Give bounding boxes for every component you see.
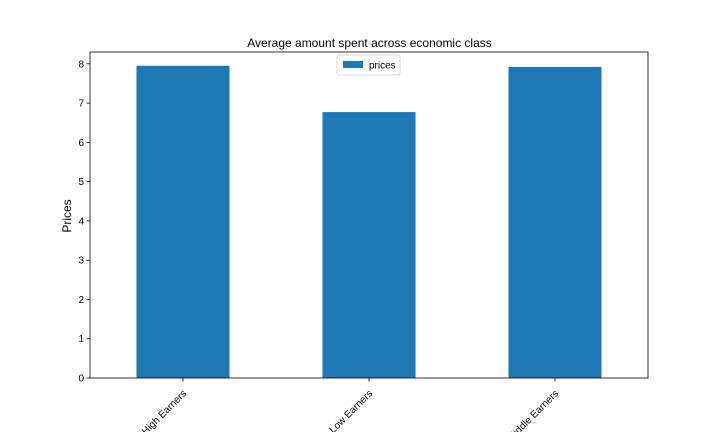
legend-swatch [343, 61, 363, 68]
x-tick-label: Middle Earners [506, 388, 561, 432]
chart-title: Average amount spent across economic cla… [247, 36, 492, 50]
y-tick-label: 1 [78, 334, 84, 345]
legend: prices [336, 54, 401, 76]
y-tick-label: 0 [78, 374, 84, 385]
y-tick-label: 6 [78, 138, 84, 149]
y-axis-label: Prices [60, 199, 74, 232]
x-tick-label: High Earners [140, 388, 189, 432]
y-tick-label: 2 [78, 295, 84, 306]
y-tick-label: 3 [78, 256, 84, 267]
y-tick-label: 7 [78, 99, 84, 110]
y-tick-label: 8 [78, 59, 84, 70]
x-tick-label: Low Earners [328, 388, 375, 432]
bar [136, 65, 230, 379]
y-tick-label: 5 [78, 177, 84, 188]
bar [322, 112, 416, 378]
legend-label: prices [369, 61, 396, 72]
bar [508, 66, 602, 379]
plot-area: 0 1 2 3 4 5 6 7 8 High Earners Low Earners Middle E… [78, 51, 649, 437]
legend-frame [336, 54, 401, 76]
y-tick-label: 4 [78, 216, 84, 227]
